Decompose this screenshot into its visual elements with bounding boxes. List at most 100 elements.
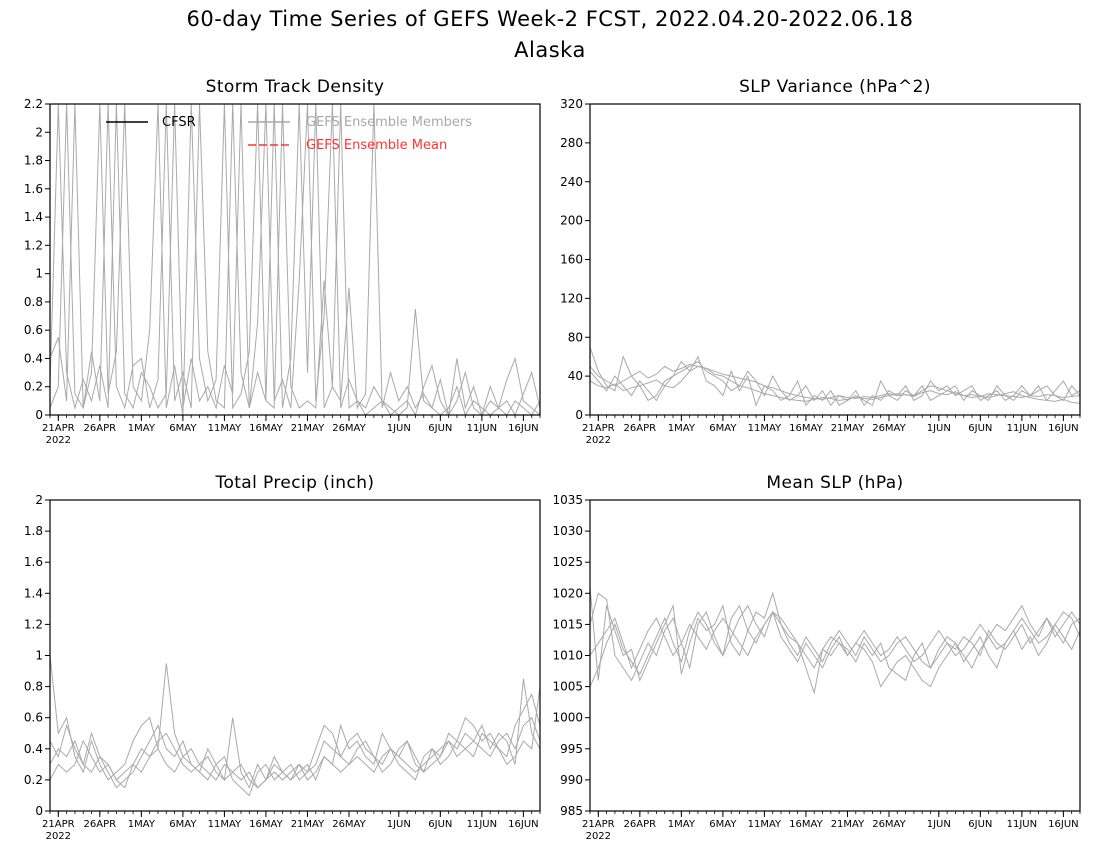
x-tick-label: 16MAY: [789, 819, 823, 830]
x-tick-label: 26MAY: [332, 819, 366, 830]
y-tick-label: 1.2: [24, 617, 43, 631]
y-tick-label: 1.6: [24, 555, 43, 569]
x-tick-label: 16JUN: [1048, 819, 1078, 830]
y-tick-label: 1005: [552, 680, 583, 694]
panel-3: Total Precip (inch) 0 0.2 0.4 0.6 0.8 1 1.2 1.4 1…: [24, 473, 541, 842]
figure-title: 60-day Time Series of GEFS Week-2 FCST, …: [186, 7, 913, 31]
plot-frame: [49, 499, 541, 812]
y-tick-label: 0.2: [24, 380, 43, 394]
plot-frame: [589, 499, 1081, 812]
series-line-member-4: [590, 611, 1080, 670]
series-line-member-3: [50, 693, 540, 797]
y-tick-label: 995: [560, 742, 583, 756]
x-tick-label: 16JUN: [508, 819, 538, 830]
y-tick-label: 1: [35, 267, 43, 281]
y-tick-label: 1025: [552, 555, 583, 569]
x-tick-label: 21MAY: [831, 819, 865, 830]
y-tick-label: 1010: [552, 649, 583, 663]
y-tick-label: 240: [560, 175, 583, 189]
panel-title: SLP Variance (hPa^2): [739, 77, 931, 97]
x-tick-label: 6JUN: [968, 423, 992, 434]
y-tick-label: 160: [560, 253, 583, 267]
x-tick-label: 1MAY: [668, 819, 696, 830]
y-tick-label: 280: [560, 136, 583, 150]
plot-frame: [49, 103, 541, 416]
series-line-member-2: [590, 360, 1080, 407]
x-tick-label: 21APR: [42, 819, 75, 830]
series-group: [50, 655, 540, 797]
x-tick-label: 21APR: [42, 423, 75, 434]
legend-label-cfsr: CFSR: [162, 115, 196, 130]
series-line-member-3: [590, 604, 1080, 687]
x-tick-label: 11JUN: [1007, 423, 1037, 434]
y-tick-label: 2.2: [24, 97, 43, 111]
panel-title: Total Precip (inch): [215, 473, 375, 493]
y-tick-label: 1.4: [24, 210, 43, 224]
x-tick-label: 11MAY: [208, 423, 242, 434]
x-year-label: 2022: [46, 831, 71, 842]
y-tick-label: 0.8: [24, 680, 43, 694]
x-tick-label: 16JUN: [508, 423, 538, 434]
x-tick-label: 1JUN: [387, 819, 411, 830]
panel-1: Storm Track Density 0 0.2 0.4 0.6 0.8 1 1.2 1.4 1…: [24, 77, 541, 446]
y-tick-label: 2: [35, 125, 43, 139]
x-tick-label: 6JUN: [968, 819, 992, 830]
y-tick-label: 0.6: [24, 323, 43, 337]
y-tick-label: 1.2: [24, 238, 43, 252]
x-tick-label: 6MAY: [709, 423, 737, 434]
y-tick-label: 320: [560, 97, 583, 111]
y-tick-label: 40: [568, 369, 583, 383]
x-tick-label: 6MAY: [709, 819, 737, 830]
panels: Storm Track Density 0 0.2 0.4 0.6 0.8 1 1.2 1.4 1…: [24, 77, 1081, 842]
figure-subtitle: Alaska: [514, 38, 586, 62]
y-tick-label: 200: [560, 214, 583, 228]
y-tick-label: 1.6: [24, 182, 43, 196]
x-tick-label: 11MAY: [748, 819, 782, 830]
x-tick-label: 26MAY: [332, 423, 366, 434]
y-tick-label: 0.4: [24, 742, 43, 756]
y-tick-label: 2: [35, 493, 43, 507]
x-year-label: 2022: [586, 831, 611, 842]
legend-label-mean: GEFS Ensemble Mean: [306, 138, 447, 153]
y-tick-label: 1000: [552, 711, 583, 725]
series-group: [590, 587, 1080, 695]
series-line-member-1: [590, 346, 1080, 407]
y-tick-label: 1: [35, 649, 43, 663]
panel-4: Mean SLP (hPa) 985 990 995 1000 1005 1010 1015 1…: [552, 473, 1081, 842]
x-tick-label: 1JUN: [927, 819, 951, 830]
y-tick-label: 1015: [552, 617, 583, 631]
x-year-label: 2022: [586, 435, 611, 446]
plot-frame: [589, 103, 1081, 416]
y-tick-label: 1.8: [24, 154, 43, 168]
x-tick-label: 11MAY: [208, 819, 242, 830]
x-tick-label: 11MAY: [748, 423, 782, 434]
panel-title: Storm Track Density: [206, 77, 385, 97]
x-tick-label: 1MAY: [128, 423, 156, 434]
x-tick-label: 6JUN: [428, 819, 452, 830]
x-tick-label: 21MAY: [291, 423, 325, 434]
y-tick-label: 80: [568, 330, 583, 344]
panel-title: Mean SLP (hPa): [766, 473, 903, 493]
x-tick-label: 26MAY: [872, 819, 906, 830]
x-year-label: 2022: [46, 435, 71, 446]
x-tick-label: 11JUN: [467, 423, 497, 434]
x-tick-label: 16MAY: [789, 423, 823, 434]
series-group: [50, 104, 540, 415]
x-tick-label: 26MAY: [872, 423, 906, 434]
x-tick-label: 16MAY: [249, 819, 283, 830]
legend: CFSR GEFS Ensemble Members GEFS Ensemble M…: [106, 115, 472, 153]
panel-2: SLP Variance (hPa^2) 0 40 80 120 160 200 240 280…: [560, 77, 1081, 446]
y-tick-label: 1.8: [24, 524, 43, 538]
x-tick-label: 1JUN: [927, 423, 951, 434]
y-tick-label: 120: [560, 291, 583, 305]
series-line-member-2: [50, 104, 540, 415]
x-tick-label: 11JUN: [467, 819, 497, 830]
y-tick-label: 0: [575, 408, 583, 422]
y-tick-label: 1.4: [24, 586, 43, 600]
y-tick-label: 0.6: [24, 711, 43, 725]
x-tick-label: 26APR: [624, 423, 657, 434]
x-tick-label: 21APR: [582, 423, 615, 434]
y-tick-label: 0: [35, 408, 43, 422]
x-tick-label: 1JUN: [387, 423, 411, 434]
